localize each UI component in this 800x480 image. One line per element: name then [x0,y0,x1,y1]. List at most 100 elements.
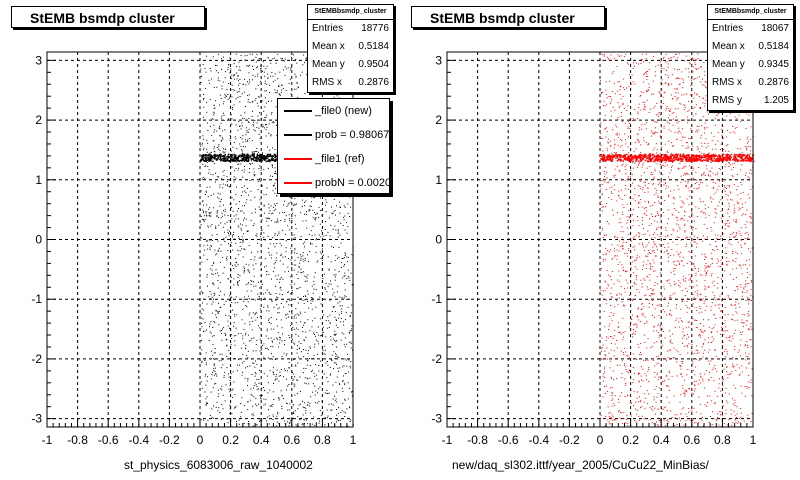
data-point [715,368,716,370]
data-point [684,389,686,391]
data-point [276,135,278,137]
data-point [222,256,224,258]
data-point [333,351,335,353]
data-point [311,423,313,425]
data-point [249,163,251,165]
data-point [324,354,326,356]
data-point [280,255,282,256]
data-point [332,384,334,386]
data-point [238,160,240,162]
data-point [734,405,736,406]
data-point [338,356,340,358]
data-point [288,334,290,336]
data-point [275,205,276,207]
data-point [269,84,271,86]
data-point [659,272,661,274]
data-point [617,264,619,265]
data-point [333,292,335,294]
data-point [263,159,266,161]
data-point [210,350,212,352]
data-point [350,343,352,345]
data-point [274,182,276,184]
data-point [294,247,296,249]
data-point [338,271,340,273]
data-point [247,154,250,157]
data-point [679,364,681,366]
data-point [724,166,726,168]
data-point [697,237,698,238]
data-point [268,423,270,425]
data-point [613,335,615,337]
data-point [224,153,226,156]
data-point [209,298,211,299]
data-point [294,376,296,378]
data-point [219,205,221,207]
data-point [269,92,270,93]
data-point [646,286,648,288]
data-point [315,390,317,392]
data-point [701,311,703,313]
data-point [613,152,615,154]
data-point [614,306,616,308]
data-point [611,115,613,117]
data-point [647,187,649,189]
data-point [649,279,651,281]
data-point [324,288,326,290]
data-point [642,187,644,189]
data-point [682,342,683,344]
data-point [727,219,729,221]
data-point [684,210,686,212]
data-point [211,273,213,275]
data-point [277,411,279,413]
data-point [642,219,644,221]
data-point [691,335,693,337]
data-point [675,349,677,351]
data-point [223,159,225,162]
data-point [219,184,221,186]
data-point [282,88,284,89]
data-point [214,249,216,251]
data-point [745,286,747,288]
data-point [728,337,730,339]
data-point [303,356,305,358]
data-point [235,158,237,160]
data-point [653,183,654,185]
data-point [239,246,241,247]
data-point [209,323,211,325]
data-point [731,174,733,176]
data-point [748,179,750,181]
left-chart-title: StEMB bsmdp cluster [11,6,205,28]
x-tick-label: -0.2 [159,433,180,447]
data-point [350,347,352,349]
data-point [635,148,637,150]
data-point [312,298,314,300]
data-point [655,192,657,194]
data-point [231,118,233,120]
data-point [324,204,326,206]
data-point [221,117,222,119]
data-point [330,322,331,324]
data-point [330,224,332,226]
data-point [303,324,305,326]
data-point [612,214,614,216]
data-point [318,334,319,336]
data-point [231,154,233,156]
data-point [255,285,257,287]
data-point [627,136,629,138]
data-point [314,272,316,274]
data-point [307,423,309,425]
data-point [690,128,692,130]
data-point [698,359,700,361]
data-point [221,332,223,334]
data-point [320,253,322,255]
data-point [315,217,317,219]
data-point [338,201,340,203]
data-point [632,336,633,338]
data-point [206,239,208,241]
data-point [701,274,703,276]
data-point [633,329,634,331]
data-point [657,393,659,394]
data-point [717,140,719,142]
data-point [253,171,255,173]
data-point [279,242,281,244]
